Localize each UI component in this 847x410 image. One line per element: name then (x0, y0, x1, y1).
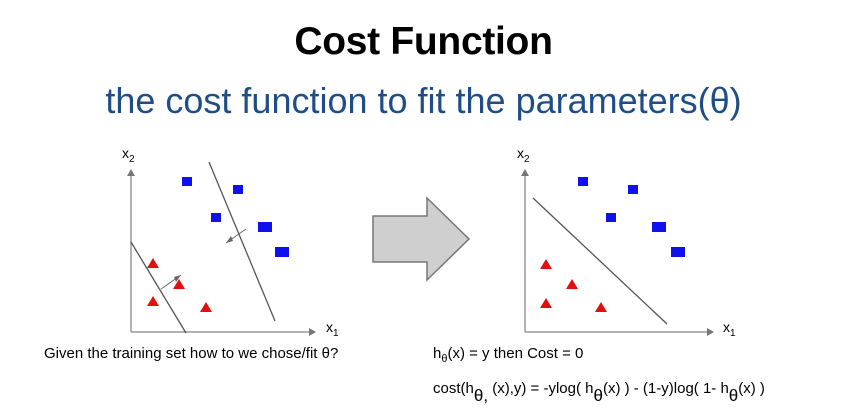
hypothesis-statement: hθ(x) = y then Cost = 0 (433, 345, 584, 365)
cost-equation: cost(hθ, (x),y) = -ylog( hθ(x) ) - (1-y)… (433, 378, 765, 405)
left-positive-sample (211, 213, 221, 222)
left-negative-sample (147, 296, 159, 306)
left-positive-sample (275, 247, 289, 257)
left-positive-sample (182, 177, 192, 186)
left-boundary-line-2 (130, 241, 187, 334)
left-negative-sample (200, 302, 212, 312)
cost-eq-part-1: cost(h (433, 380, 474, 397)
cost-eq-part-2: (x),y) = -ylog( h (488, 380, 594, 397)
transition-arrow (372, 196, 471, 282)
cost-eq-part-4: (x) ) (738, 380, 765, 397)
right-positive-sample (671, 247, 685, 257)
right-positive-sample (652, 222, 666, 232)
cost-eq-part-3: (x) ) - (1-y)log( 1- h (602, 380, 729, 397)
left-y-axis-label: x2 (122, 145, 135, 165)
hypothesis-theta: θ (441, 353, 448, 365)
training-set-question: Given the training set how to we chose/f… (44, 345, 339, 362)
right-negative-sample (595, 302, 607, 312)
cost-eq-sub-1: θ, (473, 386, 489, 405)
right-plot: x2 x1 (517, 145, 736, 339)
left-negative-sample (147, 258, 159, 268)
left-plot: x2 x1 (122, 145, 339, 339)
hypothesis-h: h (433, 345, 442, 362)
cost-eq-sub-3: θ (728, 386, 739, 405)
right-boundary-line (532, 197, 668, 325)
hypothesis-rest: (x) = y then Cost = 0 (447, 345, 584, 362)
right-positive-sample (606, 213, 616, 222)
right-positive-sample (628, 185, 638, 194)
right-x-axis-label: x1 (723, 319, 736, 339)
left-boundary-line-1 (208, 161, 276, 322)
right-y-axis-label: x2 (517, 145, 530, 165)
left-positive-sample (233, 185, 243, 194)
right-negative-sample (540, 298, 552, 308)
right-positive-sample (578, 177, 588, 186)
slide-title: Cost Function (294, 20, 553, 63)
left-positive-sample (258, 222, 272, 232)
slide-subtitle: the cost function to fit the parameters(… (105, 80, 742, 121)
cost-eq-sub-2: θ (593, 386, 603, 405)
left-negative-sample (173, 279, 185, 289)
right-negative-sample (540, 259, 552, 269)
right-negative-sample (566, 279, 578, 289)
left-x-axis-label: x1 (326, 319, 339, 339)
